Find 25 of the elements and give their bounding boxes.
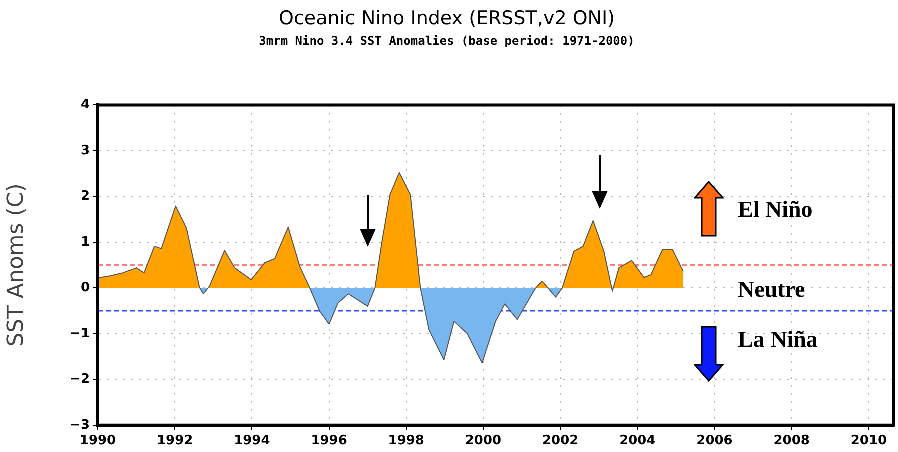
x-tick-label: 1990 [80, 434, 116, 449]
y-tick-label: 2 [80, 189, 90, 204]
y-tick-label: 3 [80, 143, 90, 158]
x-tick-label: 1998 [388, 434, 424, 449]
annotation: Neutre [738, 277, 806, 303]
x-tick-label: 1994 [234, 434, 270, 449]
x-tick-label: 2002 [542, 434, 579, 449]
chart-title: Oceanic Nino Index (ERSST,v2 ONI) [278, 7, 616, 30]
x-tick-label: 2010 [850, 434, 888, 449]
y-tick-label: −2 [70, 372, 90, 388]
x-tick-label: 2006 [696, 434, 733, 449]
y-tick-label: −1 [70, 326, 90, 342]
y-tick-label: −3 [70, 418, 90, 433]
y-tick-label: 4 [80, 98, 90, 113]
y-tick-label: 1 [80, 234, 90, 250]
x-tick-label: 2008 [774, 434, 810, 449]
x-tick-label: 1996 [311, 434, 348, 449]
y-axis-title: SST Anoms (C) [4, 184, 29, 347]
y-tick-label: 0 [80, 280, 90, 296]
x-tick-label: 1992 [157, 434, 194, 449]
annotation: La Niña [738, 327, 818, 353]
x-tick-label: 2004 [620, 434, 656, 449]
chart-subtitle: 3mrm Nino 3.4 SST Anomalies (base period: 1971-2000) [259, 34, 635, 48]
x-tick-label: 2000 [465, 434, 502, 449]
annotation: El Niño [738, 197, 813, 223]
